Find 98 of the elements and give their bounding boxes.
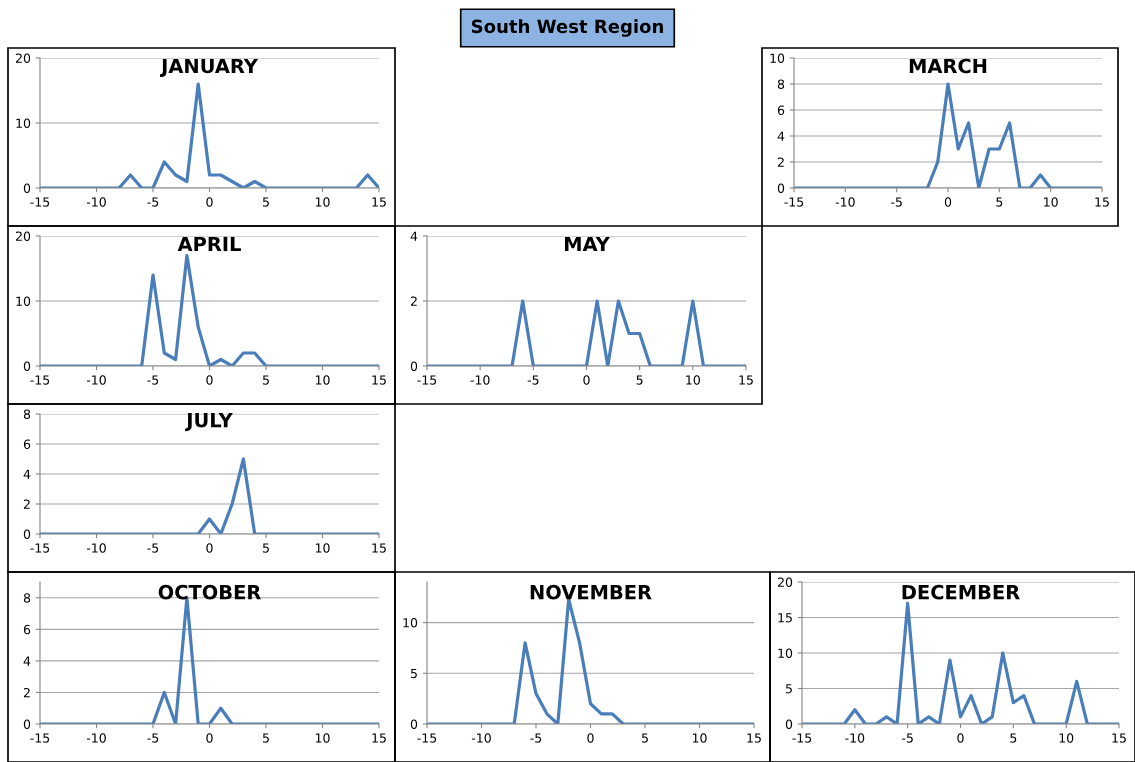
x-tick-label: -5: [891, 197, 902, 207]
chart-title: APRIL: [177, 236, 241, 252]
y-tick-label: 10: [778, 648, 793, 658]
x-tick-label: 0: [206, 375, 213, 385]
y-tick-label: 10: [16, 296, 31, 306]
x-tick-label: 10: [315, 543, 330, 553]
y-tick-label: 4: [23, 656, 31, 666]
y-tick-label: 10: [770, 53, 785, 63]
x-tick-label: 0: [206, 197, 213, 207]
y-tick-label: 6: [23, 624, 31, 635]
x-tick-label: 15: [372, 197, 386, 207]
y-tick-label: 2: [23, 687, 30, 698]
x-tick-label: 15: [1112, 733, 1126, 743]
y-tick-label: 4: [410, 231, 418, 241]
y-tick-label: 8: [23, 409, 31, 419]
y-tick-label: 5: [785, 684, 792, 694]
y-tick-label: 20: [777, 577, 793, 587]
x-tick-label: 15: [1095, 197, 1109, 207]
chart-title: JANUARY: [160, 58, 259, 77]
y-tick-label: 10: [16, 118, 31, 128]
x-tick-label: -15: [417, 375, 437, 385]
y-tick-label: 15: [778, 613, 792, 623]
chart-title: OCTOBER: [158, 584, 261, 600]
y-tick-label: 2: [777, 157, 784, 167]
y-tick-label: 0: [23, 529, 31, 539]
x-tick-label: 5: [262, 733, 269, 743]
y-tick-label: 0: [23, 183, 31, 193]
y-tick-label: 20: [15, 231, 31, 241]
x-tick-label: 5: [636, 375, 643, 385]
y-tick-label: 0: [410, 361, 418, 371]
x-tick-label: -5: [147, 375, 159, 385]
x-tick-label: 5: [262, 543, 269, 553]
y-tick-label: 2: [23, 499, 30, 509]
x-tick-label: 5: [641, 733, 648, 743]
chart-title: MARCH: [909, 58, 987, 74]
x-tick-label: -5: [902, 733, 913, 743]
x-tick-label: -10: [470, 375, 490, 385]
x-tick-label: 10: [692, 733, 707, 743]
x-tick-label: -10: [86, 733, 106, 743]
x-tick-label: 0: [957, 733, 964, 743]
chart-title: NOVEMBER: [530, 584, 652, 600]
x-tick-label: -5: [527, 375, 539, 385]
x-tick-label: 0: [583, 375, 590, 385]
x-tick-label: 15: [747, 733, 761, 743]
x-tick-label: -10: [835, 197, 855, 207]
x-tick-label: 15: [372, 375, 386, 385]
x-tick-label: 10: [315, 375, 330, 385]
x-tick-label: 15: [372, 733, 386, 743]
x-tick-label: -15: [417, 733, 437, 743]
x-tick-label: 10: [686, 375, 700, 385]
x-tick-label: 15: [739, 375, 753, 385]
x-tick-label: -15: [30, 733, 50, 743]
y-tick-label: 0: [777, 183, 785, 193]
x-tick-label: 0: [206, 733, 213, 743]
x-tick-label: 0: [206, 543, 213, 553]
y-tick-label: 0: [23, 361, 31, 371]
y-tick-label: 0: [410, 719, 418, 729]
x-tick-label: 0: [587, 733, 594, 743]
x-tick-label: -10: [845, 733, 865, 743]
x-tick-label: -10: [86, 375, 106, 385]
x-tick-label: 5: [262, 197, 269, 207]
y-tick-label: 4: [23, 469, 31, 479]
y-tick-label: 5: [410, 668, 417, 679]
x-tick-label: -5: [147, 197, 159, 207]
x-tick-label: -15: [30, 197, 50, 207]
x-tick-label: -10: [86, 543, 106, 553]
x-tick-label: 0: [944, 197, 952, 207]
x-tick-label: 5: [1010, 733, 1017, 743]
chart-title: DECEMBER: [902, 584, 1020, 600]
x-tick-label: -15: [30, 543, 50, 553]
x-tick-label: -15: [792, 733, 812, 743]
y-tick-label: 8: [777, 79, 785, 89]
x-tick-label: -5: [147, 733, 159, 743]
x-tick-label: 10: [1044, 197, 1058, 207]
text: South West Region: [471, 19, 663, 37]
x-tick-label: 5: [262, 375, 269, 385]
x-tick-label: -10: [86, 197, 106, 207]
y-tick-label: 10: [403, 618, 418, 628]
y-tick-label: 6: [23, 439, 31, 449]
x-tick-label: 10: [1059, 733, 1074, 743]
x-tick-label: -10: [471, 733, 491, 743]
y-tick-label: 0: [23, 719, 31, 729]
y-tick-label: 0: [785, 719, 793, 729]
x-tick-label: -15: [30, 375, 50, 385]
x-tick-label: -5: [147, 543, 159, 553]
x-tick-label: 5: [996, 197, 1003, 207]
x-tick-label: 15: [372, 543, 386, 553]
x-tick-label: 10: [315, 733, 330, 743]
y-tick-label: 8: [23, 593, 31, 603]
chart-title: JULY: [185, 413, 233, 432]
y-tick-label: 6: [777, 105, 785, 115]
y-tick-label: 4: [777, 131, 785, 141]
y-tick-label: 20: [15, 53, 31, 63]
x-tick-label: 10: [315, 197, 330, 207]
x-tick-label: -5: [530, 733, 542, 743]
y-tick-label: 2: [410, 296, 417, 306]
chart-title: MAY: [564, 236, 610, 252]
x-tick-label: -15: [784, 197, 804, 207]
